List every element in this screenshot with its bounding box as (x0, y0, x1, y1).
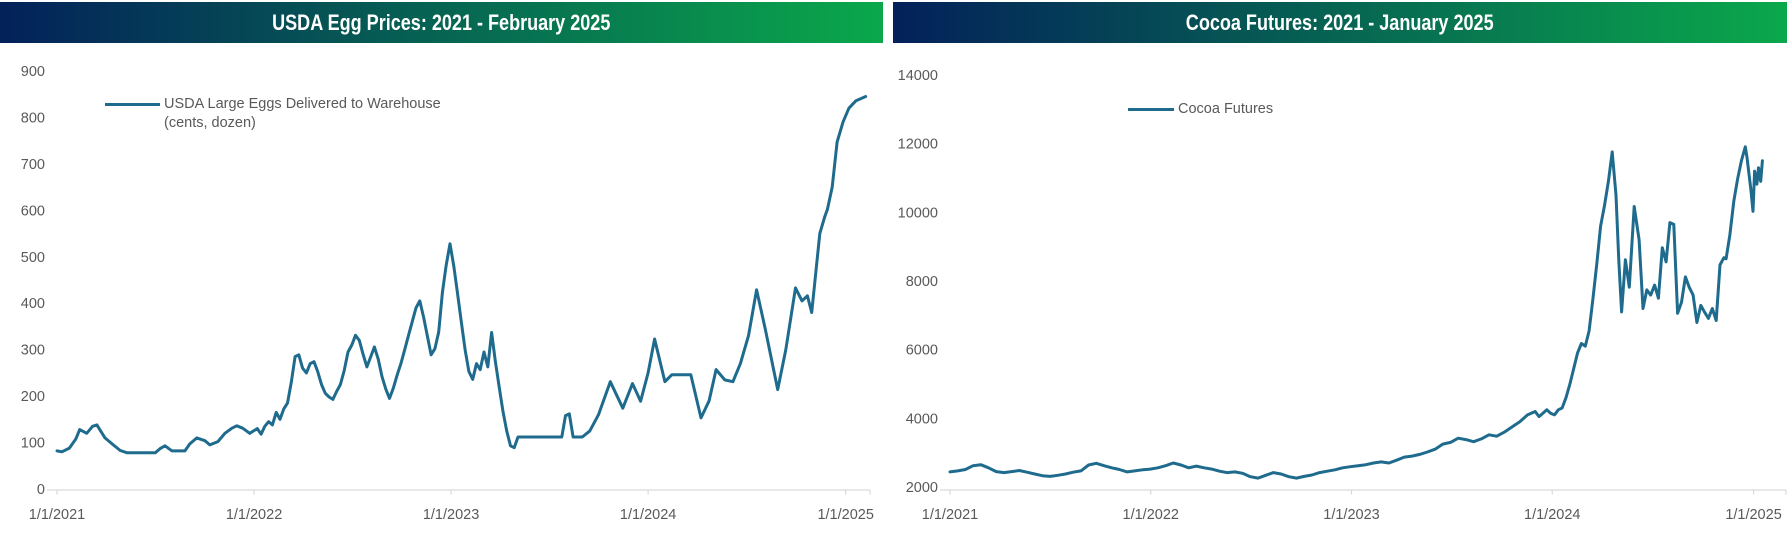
x-tick-label: 1/1/2022 (226, 507, 282, 523)
cocoa-legend-label: Cocoa Futures (1178, 101, 1274, 117)
egg-legend-label-line2: (cents, dozen) (164, 115, 256, 131)
egg-price-panel: 1/1/2021 1/1/2022 1/1/2023 1/1/2024 1/1/2025… (0, 0, 883, 540)
cocoa-chart-legend: Cocoa Futures (1128, 100, 1273, 119)
y-tick-label: 500 (21, 250, 45, 266)
egg-legend-line-swatch (105, 103, 160, 106)
cocoa-futures-line (948, 145, 1764, 480)
x-tick-label: 1/1/2023 (1323, 507, 1379, 523)
y-tick-label: 300 (21, 343, 45, 359)
cocoa-legend-line-swatch (1128, 108, 1174, 111)
cocoa-legend-row: Cocoa Futures (1128, 100, 1273, 119)
y-tick-label: 0 (37, 482, 45, 498)
egg-chart-legend: USDA Large Eggs Delivered to Warehouse (… (105, 95, 441, 133)
y-tick-label: 600 (21, 203, 45, 219)
y-tick-label: 2000 (906, 480, 938, 496)
x-tick-label: 1/1/2021 (922, 507, 978, 523)
egg-legend-row: USDA Large Eggs Delivered to Warehouse (105, 95, 441, 114)
egg-price-chart: 1/1/2021 1/1/2022 1/1/2023 1/1/2024 1/1/2025… (21, 64, 874, 523)
egg-price-line (55, 95, 868, 455)
egg-chart-title: USDA Egg Prices: 2021 - February 2025 (272, 9, 611, 35)
x-tick-label: 1/1/2025 (1725, 507, 1781, 523)
y-tick-label: 100 (21, 436, 45, 452)
y-tick-label: 12000 (898, 137, 938, 153)
y-tick-label: 700 (21, 157, 45, 173)
cocoa-chart-title: Cocoa Futures: 2021 - January 2025 (1186, 9, 1494, 35)
x-tick-label: 1/1/2023 (423, 507, 479, 523)
x-tick-label: 1/1/2024 (1524, 507, 1580, 523)
x-tick-label: 1/1/2025 (817, 507, 873, 523)
x-tick-label: 1/1/2021 (29, 507, 85, 523)
y-tick-label: 400 (21, 296, 45, 312)
cocoa-futures-panel: 1/1/2021 1/1/2022 1/1/2023 1/1/2024 1/1/2025… (893, 0, 1787, 540)
y-tick-label: 4000 (906, 411, 938, 427)
cocoa-futures-chart: 1/1/2021 1/1/2022 1/1/2023 1/1/2024 1/1/2025… (898, 68, 1787, 523)
y-tick-label: 10000 (898, 205, 938, 221)
y-tick-label: 14000 (898, 68, 938, 84)
y-tick-label: 6000 (906, 343, 938, 359)
y-tick-label: 800 (21, 110, 45, 126)
cocoa-chart-title-bar: Cocoa Futures: 2021 - January 2025 (893, 2, 1787, 43)
x-tick-label: 1/1/2022 (1123, 507, 1179, 523)
y-tick-label: 900 (21, 64, 45, 80)
x-tick-label: 1/1/2024 (620, 507, 676, 523)
y-tick-label: 200 (21, 389, 45, 405)
egg-chart-title-bar: USDA Egg Prices: 2021 - February 2025 (0, 2, 883, 43)
egg-legend-label-line1: USDA Large Eggs Delivered to Warehouse (164, 96, 441, 112)
y-tick-label: 8000 (906, 274, 938, 290)
